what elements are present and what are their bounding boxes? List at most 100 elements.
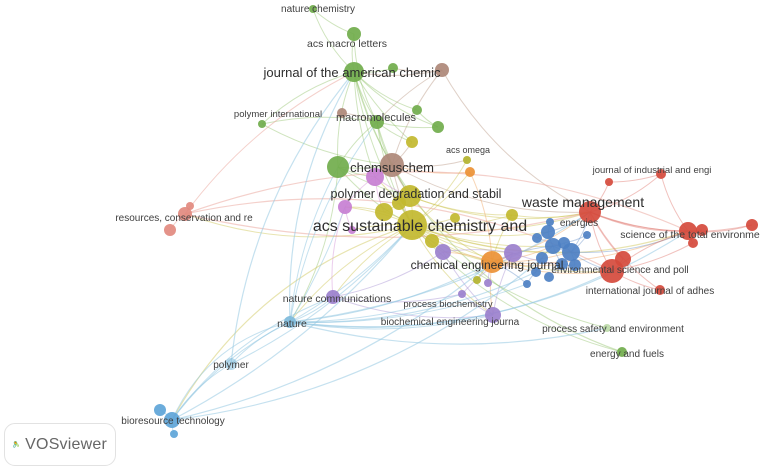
node-macromol[interactable] (370, 115, 384, 129)
node-label-ijadhes: international journal of adhes (586, 286, 714, 297)
node-label-rcr: resources, conservation and re (115, 213, 253, 224)
node-e10[interactable] (583, 231, 591, 239)
node-lr2[interactable] (164, 224, 176, 236)
edge (411, 224, 554, 247)
node-label-nature: nature (277, 318, 307, 330)
edge (171, 321, 291, 421)
edge (261, 123, 393, 166)
node-r2[interactable] (615, 251, 631, 267)
edge (391, 164, 591, 213)
node-p2[interactable] (435, 244, 451, 260)
node-r5[interactable] (746, 219, 758, 231)
vosviewer-logo-icon (13, 440, 19, 448)
node-bej[interactable] (485, 307, 501, 323)
node-label-polyintl: polymer international (234, 109, 322, 120)
node-e8[interactable] (531, 267, 541, 277)
node-p1[interactable] (504, 244, 522, 262)
node-e5[interactable] (536, 252, 548, 264)
node-label-polymer: polymer (213, 360, 249, 371)
node-p3[interactable] (484, 279, 492, 287)
node-label-stoten: science of the total environme (620, 229, 760, 241)
node-psep[interactable] (603, 324, 611, 332)
node-r1[interactable] (605, 178, 613, 186)
node-y5[interactable] (506, 209, 518, 221)
node-label-jiec: journal of industrial and engi (592, 165, 712, 176)
node-label-waste: waste management (521, 194, 644, 210)
edge (353, 71, 413, 143)
node-m3[interactable] (348, 226, 356, 234)
node-e7[interactable] (569, 259, 581, 271)
node-e1[interactable] (541, 225, 555, 239)
node-natchem[interactable] (309, 5, 317, 13)
node-label-acsmacro: acs macro letters (307, 38, 387, 50)
node-label-macromol: macromolecules (336, 112, 417, 124)
node-enfuels[interactable] (617, 347, 627, 357)
node-g3[interactable] (432, 121, 444, 133)
node-rcr[interactable] (178, 207, 192, 221)
node-acsmacro[interactable] (347, 27, 361, 41)
vosviewer-logo-label: VOSviewer (25, 435, 107, 453)
edge (442, 251, 494, 316)
node-e4[interactable] (558, 237, 570, 249)
node-jacs[interactable] (344, 62, 364, 82)
node-ijadhes[interactable] (655, 285, 665, 295)
node-br2[interactable] (337, 108, 347, 118)
node-r4[interactable] (688, 238, 698, 248)
node-waste[interactable] (579, 201, 601, 223)
node-yg1[interactable] (473, 276, 481, 284)
node-nb1[interactable] (154, 404, 166, 416)
node-chemsus[interactable] (380, 153, 404, 177)
edge (409, 195, 513, 216)
node-e3[interactable] (545, 238, 561, 254)
node-label-cej: chemical engineering journal (411, 258, 564, 272)
node-m2[interactable] (338, 200, 352, 214)
node-polymer[interactable] (225, 358, 237, 370)
node-o1[interactable] (465, 167, 475, 177)
node-cej[interactable] (481, 251, 503, 273)
node-nb2[interactable] (170, 430, 178, 438)
vosviewer-logo: VOSviewer (4, 423, 116, 466)
node-y1[interactable] (406, 136, 418, 148)
node-label-jacs: journal of the american chemic (262, 65, 441, 80)
node-e2[interactable] (532, 233, 542, 243)
node-nature[interactable] (284, 316, 296, 328)
node-label-acsomega: acs omega (446, 145, 490, 155)
node-br1[interactable] (435, 63, 449, 77)
node-y6[interactable] (450, 213, 460, 223)
node-r3[interactable] (696, 224, 708, 236)
edge (171, 321, 291, 421)
edge (171, 224, 413, 421)
node-jiec[interactable] (656, 169, 666, 179)
node-y3[interactable] (392, 196, 406, 210)
node-natcomm[interactable] (326, 290, 340, 304)
node-g2[interactable] (412, 105, 422, 115)
node-label-acssus: acs sustainable chemistry and (313, 218, 527, 235)
node-stoten[interactable] (679, 222, 697, 240)
node-e11[interactable] (523, 280, 531, 288)
node-e6[interactable] (556, 258, 568, 270)
node-e9[interactable] (544, 272, 554, 282)
edge (353, 71, 439, 128)
node-acsomega[interactable] (463, 156, 471, 164)
node-biores[interactable] (164, 412, 180, 428)
edge (491, 230, 689, 264)
node-y4[interactable] (425, 234, 439, 248)
edge (353, 71, 376, 178)
node-acssus[interactable] (397, 210, 427, 240)
edge (411, 224, 549, 237)
node-procbio[interactable] (458, 290, 466, 298)
edge (171, 257, 543, 421)
node-m1[interactable] (366, 168, 384, 186)
node-polyintl[interactable] (258, 120, 266, 128)
node-y2[interactable] (375, 203, 393, 221)
node-e12[interactable] (546, 218, 554, 226)
node-g1[interactable] (388, 63, 398, 73)
edge (261, 71, 355, 125)
edge (171, 261, 493, 421)
node-g4[interactable] (327, 156, 349, 178)
node-lr1[interactable] (186, 202, 194, 210)
node-label-natcomm: nature communications (283, 293, 392, 305)
edge (409, 195, 591, 220)
